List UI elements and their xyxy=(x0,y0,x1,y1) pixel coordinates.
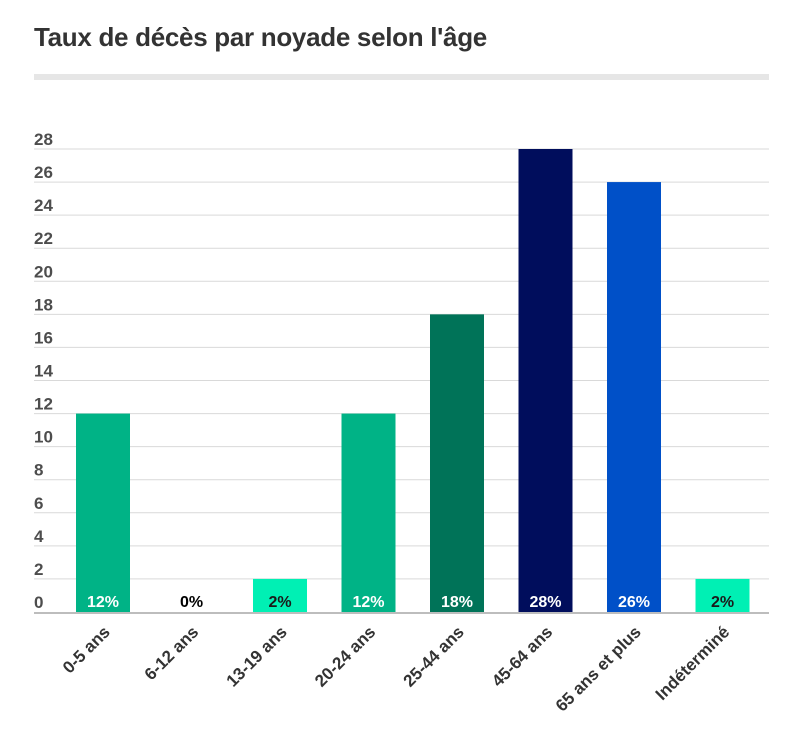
data-labels: 12% 0% 2% 12% 18% 28% 26% 2% xyxy=(87,594,734,611)
bar xyxy=(76,413,130,612)
category-label: Indéterminé xyxy=(652,622,734,704)
y-tick-label: 14 xyxy=(34,362,53,381)
chart-title: Taux de décès par noyade selon l'âge xyxy=(34,22,487,52)
data-label: 12% xyxy=(87,594,119,611)
y-tick-label: 0 xyxy=(34,593,43,612)
category-label: 0-5 ans xyxy=(59,622,114,677)
y-tick-label: 26 xyxy=(34,163,53,182)
y-tick-label: 12 xyxy=(34,395,53,414)
y-tick-label: 24 xyxy=(34,196,53,215)
category-label: 20-24 ans xyxy=(311,622,379,690)
bar xyxy=(430,314,484,612)
data-label: 28% xyxy=(529,594,561,611)
y-tick-label: 2 xyxy=(34,560,43,579)
bar xyxy=(695,578,750,612)
x-axis-category-labels: 0-5 ans 6-12 ans 13-19 ans 20-24 ans 25-44 a… xyxy=(59,622,733,715)
data-label: 26% xyxy=(618,594,650,611)
y-tick-label: 16 xyxy=(34,328,53,347)
data-label: 12% xyxy=(352,594,384,611)
data-label: 0% xyxy=(180,594,203,611)
bar xyxy=(607,182,661,613)
category-label: 25-44 ans xyxy=(400,622,468,690)
data-label: 2% xyxy=(711,594,734,611)
bar xyxy=(253,578,307,612)
category-label: 13-19 ans xyxy=(223,622,291,690)
bars xyxy=(76,149,750,613)
category-label: 6-12 ans xyxy=(141,622,203,684)
y-tick-label: 22 xyxy=(34,229,53,248)
data-label: 2% xyxy=(268,594,291,611)
bar xyxy=(341,413,396,612)
category-label: 65 ans et plus xyxy=(552,622,645,715)
y-tick-label: 8 xyxy=(34,461,43,480)
data-label: 18% xyxy=(441,594,473,611)
bar xyxy=(518,149,573,612)
y-tick-label: 4 xyxy=(34,527,44,546)
y-tick-label: 6 xyxy=(34,494,43,513)
y-tick-label: 10 xyxy=(34,428,53,447)
title-divider xyxy=(34,74,769,80)
y-tick-label: 20 xyxy=(34,262,53,281)
category-label: 45-64 ans xyxy=(488,622,556,690)
y-tick-label: 28 xyxy=(34,130,53,149)
y-tick-label: 18 xyxy=(34,295,53,314)
